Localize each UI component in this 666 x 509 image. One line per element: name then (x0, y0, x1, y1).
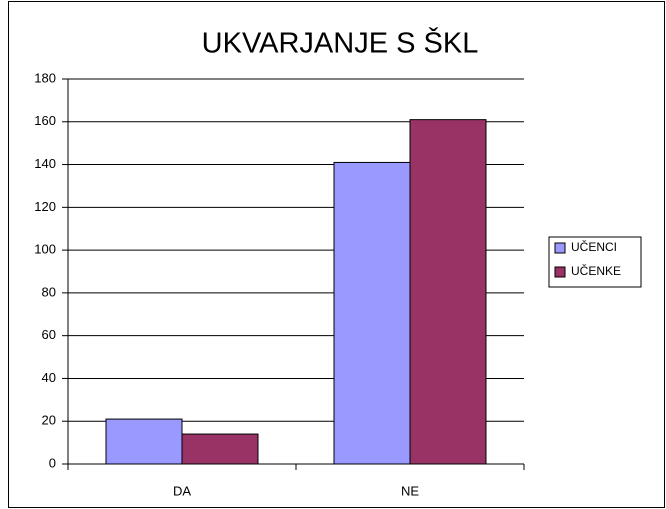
bar (105, 418, 183, 465)
legend-swatch (554, 242, 566, 254)
y-tick-label: 140 (34, 156, 56, 171)
bar (181, 433, 259, 465)
y-tick-label: 100 (34, 242, 56, 257)
y-tick-label: 20 (42, 413, 56, 428)
y-tick-label: 180 (34, 70, 56, 85)
y-tick-label: 0 (49, 455, 56, 470)
y-tick-label: 160 (34, 113, 56, 128)
bar (409, 119, 487, 465)
legend-swatch (554, 266, 566, 278)
y-tick-label: 120 (34, 199, 56, 214)
y-tick-label: 80 (42, 284, 56, 299)
legend-label: UČENKE (571, 263, 621, 278)
y-tick-label: 60 (42, 327, 56, 342)
x-tick-label: NE (401, 483, 419, 498)
bar (333, 161, 411, 465)
legend-label: UČENCI (571, 239, 617, 254)
chart-title: UKVARJANJE S ŠKL (202, 26, 479, 60)
y-tick-label: 40 (42, 370, 56, 385)
x-tick-label: DA (173, 483, 191, 498)
